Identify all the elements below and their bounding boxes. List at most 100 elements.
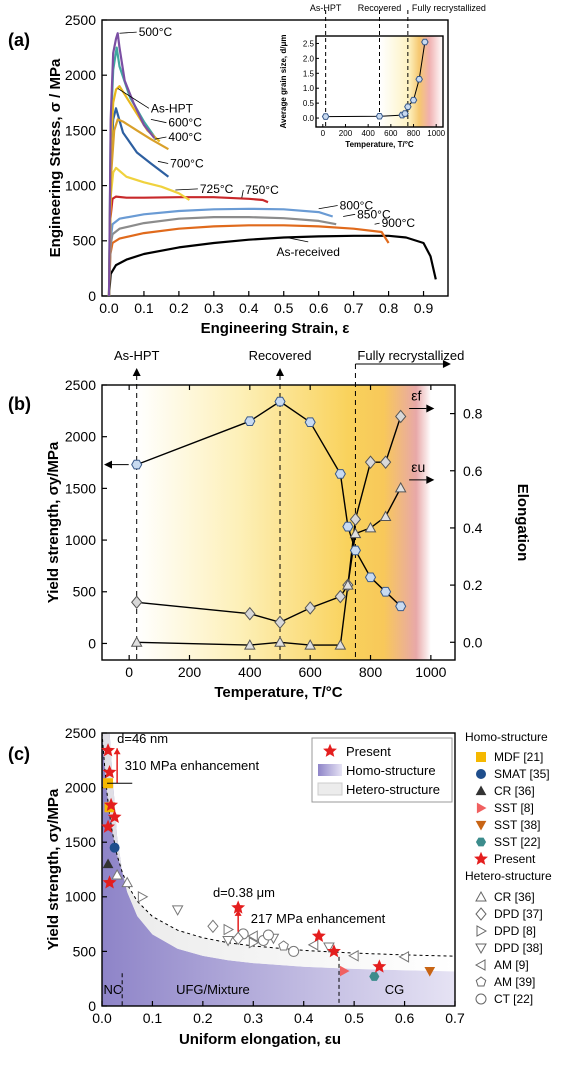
present-point <box>101 819 115 833</box>
y-axis-title: Yield strength, σy/MPa <box>45 788 62 950</box>
label-leader <box>175 188 198 191</box>
legend-marker <box>475 943 487 955</box>
elong-u-point <box>274 636 286 647</box>
x-tick-label: 0.1 <box>143 1010 163 1026</box>
curve-As-received <box>107 234 437 297</box>
legend-marker <box>475 907 487 921</box>
panel-label: (a) <box>8 30 30 50</box>
phase-arrowhead <box>442 360 451 368</box>
legend-marker <box>476 752 486 762</box>
inset-y-tick-label: 1.0 <box>303 84 315 93</box>
strength-point <box>395 601 407 612</box>
elong-u-point <box>243 639 256 650</box>
y-tick-label: 0 <box>88 288 96 304</box>
x-axis-title: Temperature, T/°C <box>214 684 342 701</box>
label-leader <box>117 88 150 109</box>
axes-frame <box>101 19 449 297</box>
curve-400°C <box>107 118 169 297</box>
y-tick-label: 2000 <box>65 67 96 83</box>
legend-title: Homo-structure <box>465 730 548 744</box>
hetero-point <box>207 919 219 934</box>
legend-hetero-swatch <box>317 782 343 796</box>
hetero-point <box>222 935 234 947</box>
y-tick-label: 0 <box>88 998 96 1014</box>
y2-tick-label: 0.4 <box>463 520 483 536</box>
legend-label: SST [8] <box>494 801 534 815</box>
y-tick-label: 0 <box>88 635 96 651</box>
y2-axis-title: Elongation <box>514 484 531 562</box>
legend-label: DPD [38] <box>494 941 543 955</box>
outer-legend: Homo-structure MDF [21] SMAT [35] CR [36] SS… <box>465 730 552 1006</box>
y-axis-title: Yield strength, σy/MPa <box>45 441 62 603</box>
present-point <box>102 875 117 889</box>
y-tick-label: 1000 <box>65 889 96 905</box>
strength-point <box>274 396 286 407</box>
y-tick-label: 1500 <box>65 480 96 496</box>
legend-marker <box>475 890 487 902</box>
legend-marker <box>475 837 487 847</box>
legend-label: CR [36] <box>494 890 535 904</box>
present-point <box>104 797 119 811</box>
elong-f-point <box>304 601 316 615</box>
curve-label: 725°C <box>200 182 234 196</box>
elong-f-point <box>379 455 392 469</box>
panel-a: 0.0 0.1 0.2 0.3 0.4 0.5 0.6 0.7 0.8 0.9 0 500 1000 15… <box>8 3 486 337</box>
label-leader <box>154 136 167 140</box>
hetero-point <box>348 949 359 962</box>
axes-frame <box>101 732 456 1007</box>
x-tick-label: 0.3 <box>244 1010 264 1026</box>
y-tick-label: 1000 <box>65 532 96 548</box>
annotation: 310 MPa enhancement <box>125 758 260 773</box>
y-tick-label: 2500 <box>65 377 96 393</box>
axis-arrowhead <box>104 460 112 469</box>
homo-point <box>424 966 436 977</box>
enhancement-arrowhead <box>234 909 242 916</box>
elong-u-point <box>130 636 143 647</box>
curve-label: As-HPT <box>151 101 194 115</box>
inset-y-tick-label: 0.0 <box>303 114 315 123</box>
phase-label: As-HPT <box>114 348 160 363</box>
legend-label: DPD [37] <box>494 907 543 921</box>
homo-point <box>109 842 120 853</box>
inset-x-tick-label: 600 <box>384 129 398 138</box>
legend-marker <box>475 785 487 796</box>
hetero-point <box>232 931 244 946</box>
elong-u-point <box>342 579 354 590</box>
hetero-point <box>398 951 410 963</box>
series-label: εf <box>411 387 421 403</box>
strength-point <box>349 545 362 556</box>
legend-label: CT [22] <box>494 992 533 1006</box>
x-tick-label: 1000 <box>415 664 446 680</box>
inset-x-tick-label: 400 <box>361 129 375 138</box>
panel-label: (b) <box>8 394 31 414</box>
legend-label: AM [39] <box>494 975 535 989</box>
curve-500°C <box>107 32 156 297</box>
x-tick-label: 0.7 <box>344 300 364 316</box>
elong-u-point <box>364 521 377 533</box>
inset-y-tick-label: 0.5 <box>303 99 315 108</box>
x-tick-label: 0.2 <box>169 300 189 316</box>
curve-label: 600°C <box>168 116 202 130</box>
strength-curve <box>136 400 402 607</box>
curve-label: As-received <box>277 245 340 259</box>
legend-homo-swatch <box>318 764 342 776</box>
inset-y-tick-label: 2.0 <box>303 54 315 63</box>
y-tick-label: 500 <box>73 233 97 249</box>
legend-label: Homo-structure <box>346 763 436 778</box>
panel-label: (c) <box>8 744 30 764</box>
x-tick-label: 0 <box>125 664 133 680</box>
x-tick-label: 0.5 <box>344 1010 364 1026</box>
inset-point <box>404 103 412 110</box>
x-tick-label: 0.6 <box>309 300 329 316</box>
label-leader <box>241 189 244 198</box>
phase-label: Recovered <box>249 348 312 363</box>
hetero-point <box>247 930 258 942</box>
y2-tick-label: 0.2 <box>463 577 483 593</box>
present-point <box>107 809 122 823</box>
curve-800°C <box>107 207 334 297</box>
phase-label: Fully recrystallized <box>357 348 464 363</box>
region-label: UFG/Mixture <box>176 982 250 997</box>
region-label: CG <box>385 982 405 997</box>
present-point <box>372 959 387 973</box>
elong-f-point <box>334 589 347 604</box>
